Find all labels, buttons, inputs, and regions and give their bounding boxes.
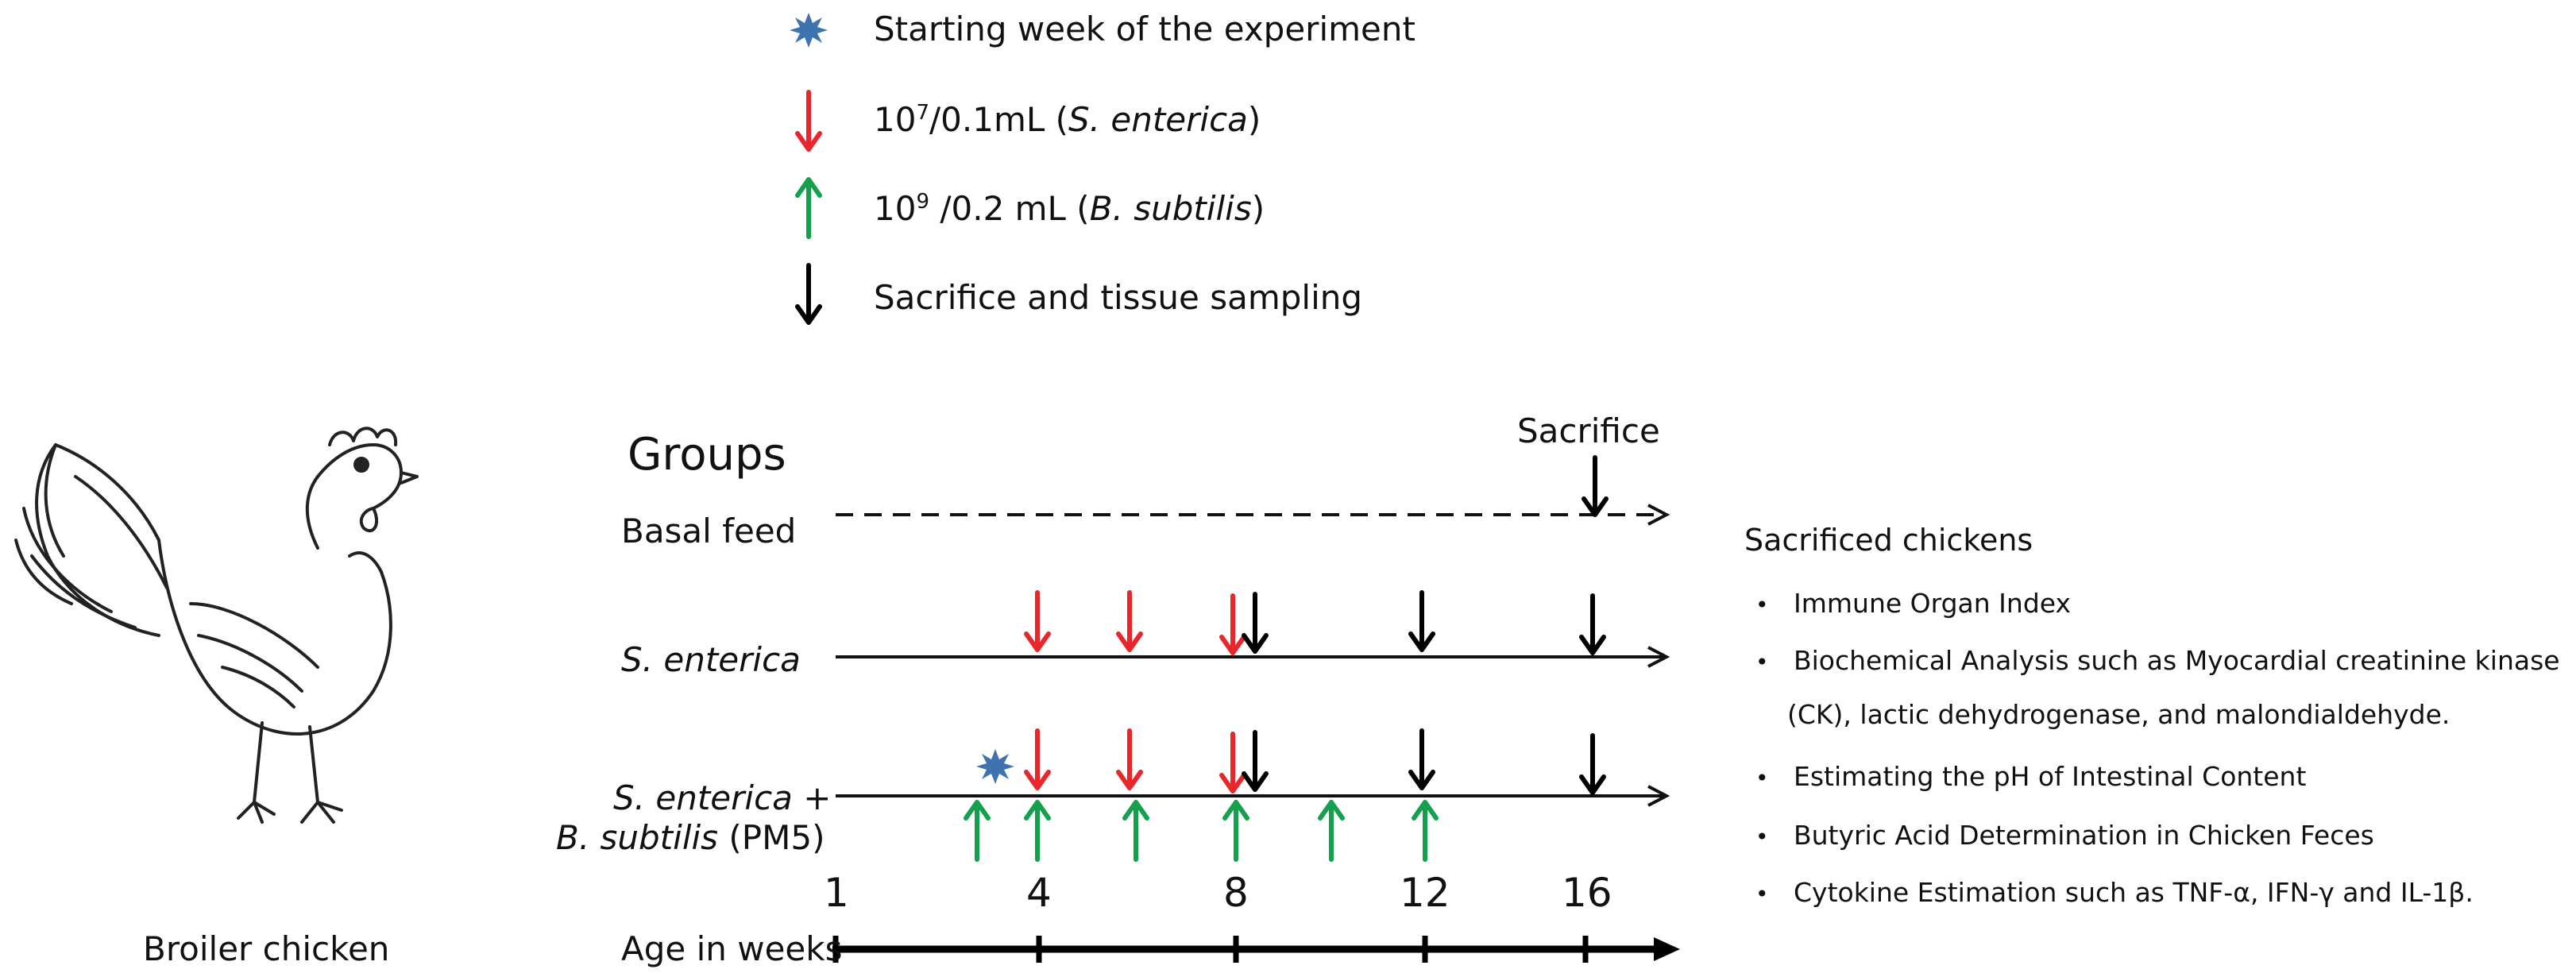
- bsubtilis-arrow: [1125, 802, 1147, 859]
- group-basal-label: Basal feed: [621, 512, 797, 550]
- sacrifice-arrow: [1244, 594, 1266, 651]
- axis-tick-label: 8: [1223, 870, 1249, 916]
- group-combo-label-line2: B. subtilis (PM5): [556, 818, 825, 857]
- sacrifice-arrow: [1244, 732, 1266, 790]
- legend-salmonella-label: 107/0.1mL (S. enterica): [874, 100, 1261, 139]
- start-star-icon: [976, 749, 1014, 784]
- sacrifice-arrow: [1411, 593, 1433, 650]
- sacrifice-arrow: [1584, 458, 1606, 515]
- bsubtilis-arrow: [966, 802, 988, 859]
- combo-line: [836, 785, 1670, 807]
- axis-tick-label: 12: [1400, 870, 1450, 916]
- axis-tick-label: 1: [824, 870, 849, 916]
- rooster-icon: [14, 427, 419, 824]
- salmonella-arrow: [1118, 731, 1141, 788]
- salmonella-line: [836, 646, 1670, 668]
- bsubtilis-arrow-icon: [798, 180, 820, 237]
- outcome-item-continued: (CK), lactic dehydrogenase, and malondia…: [1787, 699, 2450, 730]
- group-salmonella-label: S. enterica: [621, 640, 801, 679]
- basal-feed-line: [836, 504, 1670, 526]
- outcome-item: • Butyric Acid Determination in Chicken …: [1755, 820, 2374, 851]
- bsubtilis-arrow: [1320, 802, 1342, 859]
- salmonella-arrow: [1026, 593, 1049, 650]
- salmonella-arrow-icon: [798, 92, 820, 149]
- group-combo-label-line1: S. enterica +: [613, 778, 832, 817]
- sacrifice-arrow: [1411, 731, 1433, 788]
- axis-tick-label: 16: [1562, 870, 1612, 916]
- salmonella-arrow: [1222, 734, 1244, 791]
- outcomes-title: Sacrificed chickens: [1744, 523, 2033, 558]
- sacrifice-arrow-icon: [798, 265, 820, 322]
- salmonella-arrow: [1026, 731, 1049, 788]
- bsubtilis-arrow: [1225, 802, 1247, 859]
- legend-bsubtilis-label: 109 /0.2 mL (B. subtilis): [874, 189, 1265, 228]
- sacrifice-arrow: [1582, 596, 1604, 653]
- star-icon: [790, 13, 828, 48]
- outcome-item: • Immune Organ Index: [1755, 588, 2072, 619]
- bsubtilis-arrow: [1026, 802, 1049, 859]
- axis-tick-label: 4: [1026, 870, 1052, 916]
- groups-title: Groups: [628, 429, 786, 481]
- bsubtilis-arrow: [1414, 802, 1436, 859]
- axis-title: Age in weeks: [621, 929, 843, 968]
- salmonella-arrow: [1118, 593, 1141, 650]
- chicken-label: Broiler chicken: [143, 929, 390, 968]
- outcome-item: • Estimating the pH of Intestinal Conten…: [1755, 761, 2307, 792]
- sacrifice-title: Sacrifice: [1517, 411, 1660, 450]
- legend-start-label: Starting week of the experiment: [874, 10, 1415, 48]
- legend-sacrifice-label: Sacrifice and tissue sampling: [874, 278, 1363, 317]
- sacrifice-arrow: [1582, 736, 1604, 793]
- outcome-item: • Cytokine Estimation such as TNF-α, IFN…: [1755, 877, 2474, 908]
- age-axis: [832, 936, 1680, 963]
- salmonella-arrow: [1222, 596, 1244, 653]
- outcome-item: • Biochemical Analysis such as Myocardia…: [1755, 645, 2560, 676]
